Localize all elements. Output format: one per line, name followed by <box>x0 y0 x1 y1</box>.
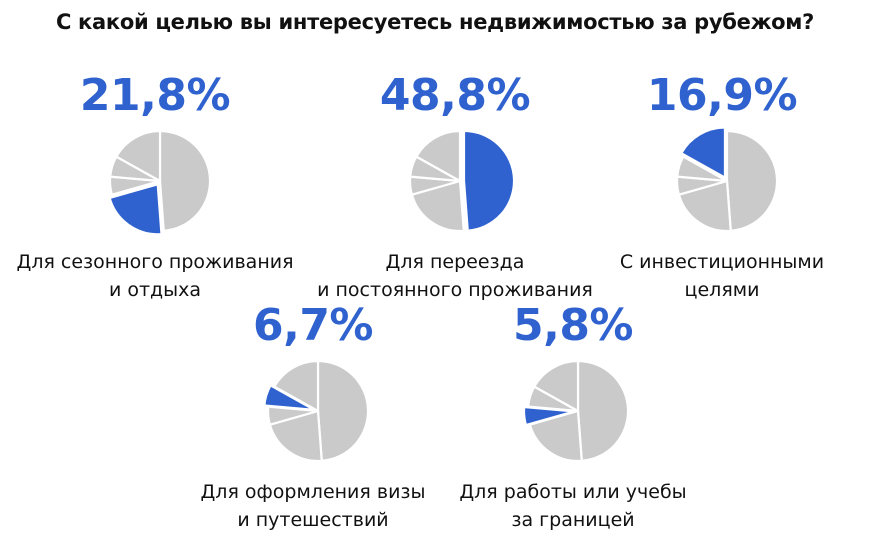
slice-investment <box>273 359 320 413</box>
slice-relocation <box>316 359 370 462</box>
slice-investment-highlighted <box>680 126 727 179</box>
category-label-line: С инвестиционными <box>619 251 825 273</box>
percent-label: 6,7% <box>252 300 374 351</box>
slice-relocation <box>725 129 779 232</box>
category-label-line: Для оформления визы <box>200 481 426 503</box>
category-label-line: за границей <box>511 509 635 531</box>
category-label: Для переезда и постоянного проживания <box>305 248 605 304</box>
slice-visa <box>676 155 729 183</box>
slice-relocation <box>576 359 630 462</box>
category-label-line: и отдыха <box>108 279 202 301</box>
category-label-line: целями <box>684 279 760 301</box>
category-label: Для работы или учебы за границей <box>423 478 723 534</box>
pie-chart <box>523 359 630 463</box>
percent-label: 21,8% <box>79 70 231 121</box>
category-label-line: и постоянного проживания <box>317 279 593 301</box>
slice-relocation-highlighted <box>462 129 515 232</box>
slice-seasonal <box>268 409 323 463</box>
chart-title: С какой целью вы интересуетесь недвижимо… <box>55 10 815 34</box>
percent-label: 5,8% <box>512 300 634 351</box>
category-label-line: Для переезда <box>385 251 525 273</box>
percent-label: 16,9% <box>646 70 798 121</box>
slice-seasonal <box>410 179 465 233</box>
pie-chart <box>108 129 212 236</box>
category-label: Для сезонного проживания и отдыха <box>5 248 305 304</box>
category-label-line: Для работы или учебы <box>459 481 687 503</box>
slice-work-study-highlighted <box>523 405 576 427</box>
category-label: С инвестиционными целями <box>572 248 870 304</box>
slice-investment <box>115 129 162 183</box>
slice-investment <box>533 359 580 413</box>
slice-seasonal-highlighted <box>108 183 163 236</box>
pie-chart <box>675 126 779 233</box>
category-label-line: и путешествий <box>237 509 389 531</box>
category-label-line: Для сезонного проживания <box>16 251 294 273</box>
slice-investment <box>415 129 462 183</box>
slice-seasonal <box>528 409 583 463</box>
slice-seasonal <box>677 179 732 233</box>
pie-chart <box>263 359 370 463</box>
slice-visa-highlighted <box>263 384 316 411</box>
percent-label: 48,8% <box>379 70 531 121</box>
pie-chart <box>408 129 515 233</box>
category-label: Для оформления визы и путешествий <box>163 478 463 534</box>
slice-relocation <box>158 129 212 232</box>
